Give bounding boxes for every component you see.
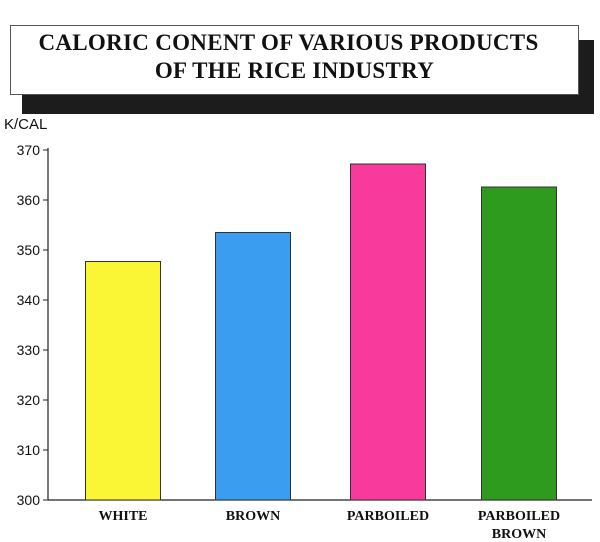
chart-title-line-2: OF THE RICE INDUSTRY [154,58,435,83]
x-category-label-parboiled-brown-line-2: BROWN [492,527,546,542]
y-tick-label-350: 350 [17,242,41,258]
y-tick-label-310: 310 [17,442,41,458]
x-category-label-parboiled-brown-line-1: PARBOILED [478,509,560,524]
x-category-label-parboiled: PARBOILED [347,509,429,524]
y-tick-label-320: 320 [17,392,41,408]
y-tick-label-360: 360 [17,192,41,208]
y-tick-label-300: 300 [17,492,41,508]
y-tick-label-340: 340 [17,292,41,308]
bar-brown [215,232,291,501]
y-tick-label-330: 330 [17,342,41,358]
y-tick-label-370: 370 [17,142,41,158]
bar-white [85,261,161,501]
x-category-label-brown: BROWN [226,509,280,524]
x-category-label-white: WHITE [98,509,147,524]
chart-title-line-1: CALORIC CONENT OF VARIOUS PRODUCTS [38,30,539,55]
bar-parboiled-brown [481,186,557,501]
y-axis-label: K/CAL [4,116,48,133]
bar-parboiled [350,163,426,501]
title-box: CALORIC CONENT OF VARIOUS PRODUCTS OF TH… [10,25,579,95]
